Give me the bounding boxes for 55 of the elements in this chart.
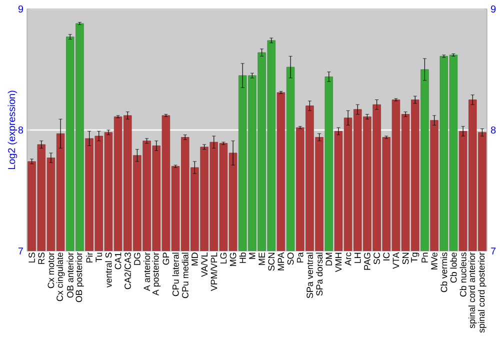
x-tick-label: SN xyxy=(402,252,409,264)
x-tick-label: MG xyxy=(230,252,236,266)
x-tick-label: OB anterior xyxy=(66,252,74,298)
x-tick-label: ME xyxy=(258,252,265,265)
x-tick-label: Cb vermis xyxy=(440,252,448,292)
x-tick-label: SO xyxy=(287,252,294,265)
x-tick-label: spinal cord anterior xyxy=(468,252,477,328)
x-tick-label: VA/VL xyxy=(200,252,208,277)
x-tick-label: SPa ventral xyxy=(306,252,314,298)
x-tick-label: DG xyxy=(134,252,140,265)
x-tick-label: IC xyxy=(383,252,390,260)
y-tick-label: 7 xyxy=(18,248,23,254)
x-tick-label: VMH xyxy=(335,252,342,272)
x-tick-label: LG xyxy=(220,252,227,264)
x-tick-label: OB posterior xyxy=(76,252,84,302)
x-tick-label: M xyxy=(249,252,256,259)
y2-tick-label: 9 xyxy=(490,5,496,13)
x-tick-label: CPu lateral xyxy=(172,252,179,296)
x-tick-label: MPA xyxy=(278,252,284,270)
x-tick-label: ventral S xyxy=(105,252,112,288)
x-tick-label: Pn xyxy=(422,252,428,262)
x-tick-label: Cb nucleus xyxy=(460,252,466,297)
x-tick-label: SPa dorsal xyxy=(316,252,323,296)
x-tick-label: CA2/CA3 xyxy=(124,252,131,290)
y-tick-label: 8 xyxy=(18,126,24,134)
x-tick-label: Cb lobe xyxy=(450,252,457,283)
x-tick-label: A anterior xyxy=(143,252,150,292)
x-tick-label: A posterior xyxy=(152,252,161,296)
x-tick-label: RS xyxy=(38,252,45,264)
x-tick-label: SCN xyxy=(268,252,275,271)
x-tick-label: PAG xyxy=(364,252,370,270)
y-tick-label: 9 xyxy=(18,5,24,13)
x-tick-label: MVe xyxy=(431,252,438,270)
x-tick-label: DM xyxy=(326,252,332,266)
y2-tick-label: 7 xyxy=(491,248,496,254)
x-tick-label: Hb xyxy=(239,252,246,263)
x-tick-label: CA1 xyxy=(114,252,122,270)
x-tick-label: Pir xyxy=(86,252,93,262)
x-tick-label: VPM/VPL xyxy=(210,252,218,292)
x-tick-label: Tu xyxy=(96,252,102,262)
x-tick-label: CPu medial xyxy=(182,252,188,298)
x-tick-label: VTA xyxy=(392,252,400,269)
x-tick-label: Cx cingulate xyxy=(56,252,65,302)
x-tick-label: Cx motor xyxy=(48,252,54,288)
x-tick-label: Pa xyxy=(296,252,304,262)
x-tick-label: Tg xyxy=(411,252,420,262)
x-tick-label: MD xyxy=(192,252,198,266)
y-axis-title: Log2 (expression) xyxy=(8,90,18,170)
x-tick-label: SC xyxy=(374,252,380,264)
x-tick-label: LS xyxy=(28,252,35,262)
x-tick-label: spinal cord posterior xyxy=(478,252,486,333)
x-tick-label: Arc xyxy=(344,252,352,266)
x-tick-label: GP xyxy=(162,252,170,265)
x-tick-label: LH xyxy=(354,252,361,263)
y2-tick-label: 8 xyxy=(490,126,496,134)
